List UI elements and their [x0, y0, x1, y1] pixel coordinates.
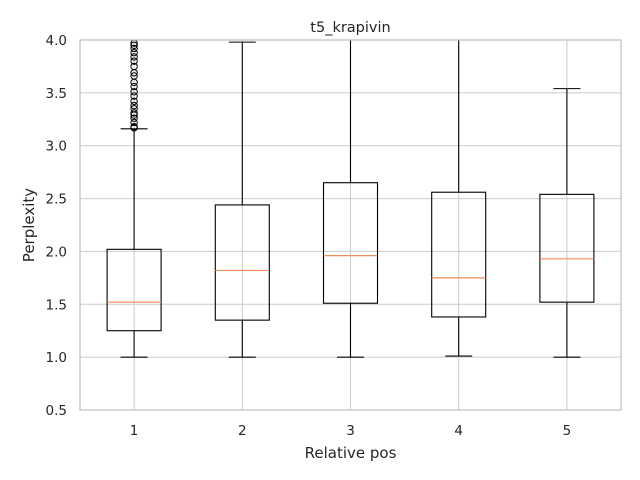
- y-tick-label: 0.5: [46, 403, 67, 419]
- box-3: [322, 39, 379, 358]
- outlier-point: [130, 122, 138, 131]
- outlier-point: [130, 114, 138, 122]
- outlier-point: [130, 62, 138, 71]
- outlier-point: [130, 41, 138, 49]
- y-tick-label: 2.5: [46, 192, 67, 208]
- box-series: [106, 39, 595, 358]
- iqr-box: [106, 248, 162, 332]
- outlier-point: [130, 53, 138, 61]
- x-tick-label: 2: [238, 423, 247, 439]
- outlier-point: [130, 57, 138, 65]
- y-tick-label: 1.5: [46, 297, 67, 313]
- x-tick-label: 1: [130, 423, 139, 439]
- outlier-point: [130, 97, 138, 106]
- box-5: [539, 88, 595, 358]
- y-tick-label: 1.0: [46, 350, 67, 366]
- iqr-box: [539, 193, 595, 303]
- iqr-box: [214, 204, 270, 321]
- y-tick-label: 3.5: [46, 86, 67, 102]
- iqr-box: [431, 191, 487, 318]
- outlier-point: [130, 101, 138, 110]
- y-axis-label: Perplexity: [20, 188, 38, 262]
- y-tick-label: 3.0: [46, 139, 67, 155]
- iqr-box: [322, 182, 379, 304]
- x-axis-label: Relative pos: [305, 444, 397, 462]
- box-1: [106, 39, 162, 358]
- outlier-point: [130, 72, 138, 80]
- x-tick-label: 5: [563, 423, 572, 439]
- chart-title: t5_krapivin: [310, 20, 390, 36]
- outlier-point: [130, 109, 138, 117]
- plot-frame: [79, 39, 622, 411]
- outlier-point: [130, 44, 138, 53]
- outlier-point: [130, 118, 138, 127]
- outlier-point: [130, 88, 138, 96]
- outlier-point: [130, 82, 138, 91]
- box-2: [214, 41, 270, 358]
- outlier-point: [130, 105, 138, 113]
- tick-labels: 0.5 1.0 1.5 2.0 2.5 3.0 3.5 4.0 1 2 3 4 5: [46, 33, 572, 439]
- x-tick-label: 4: [454, 423, 463, 439]
- outlier-point: [130, 48, 138, 57]
- x-tick-label: 3: [346, 423, 355, 439]
- outlier-point: [130, 92, 138, 100]
- y-tick-label: 2.0: [46, 244, 67, 260]
- y-tick-label: 4.0: [46, 33, 67, 49]
